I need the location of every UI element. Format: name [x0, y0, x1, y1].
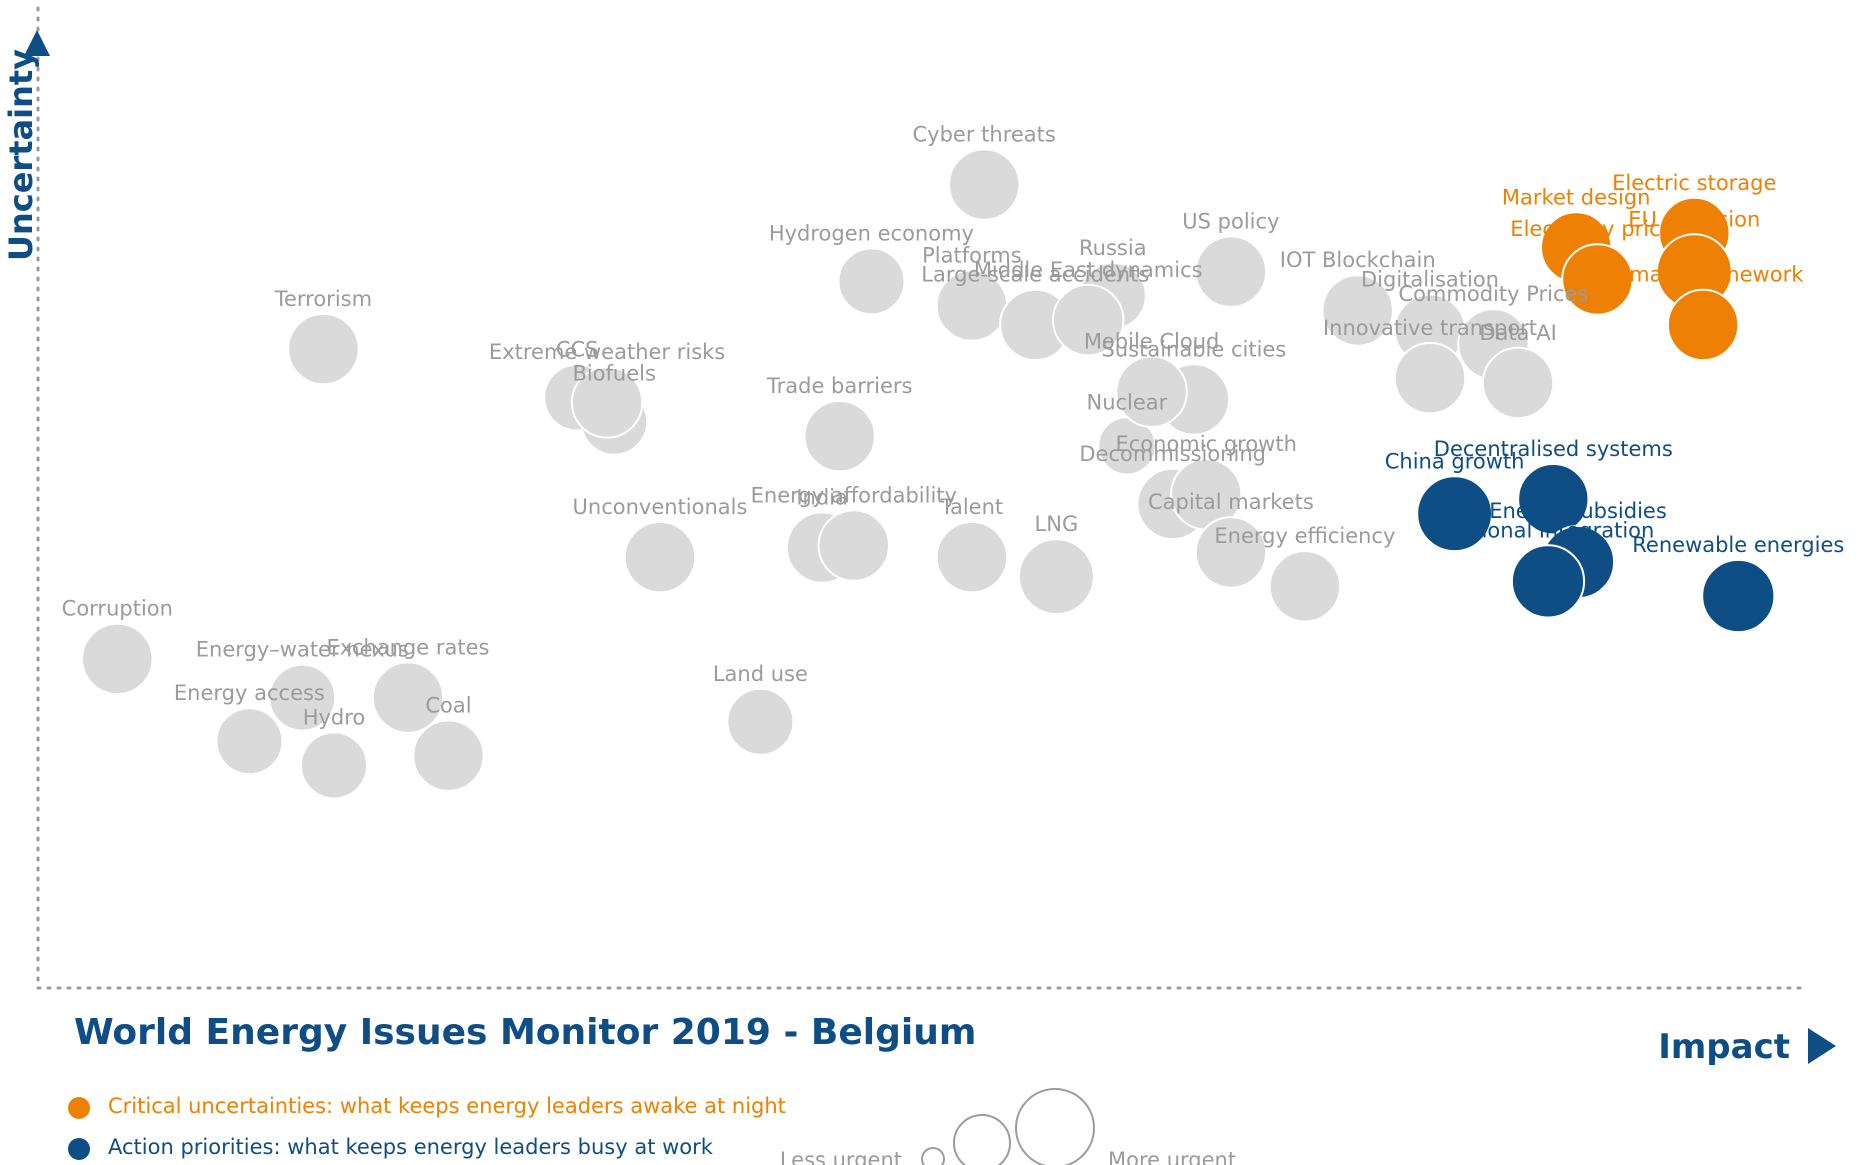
bubble-energy-efficiency: [1268, 550, 1342, 623]
bubble-land-use: [726, 687, 795, 756]
bubble-label-renewable-energies: Renewable energies: [1632, 533, 1844, 557]
bubble-label-decommissioning: Decommissioning: [1079, 442, 1266, 466]
size-legend-large: [1015, 1088, 1095, 1165]
bubble-middle-east-dynamics: [1052, 283, 1125, 357]
bubble-label-innovative-transport: Innovative transport: [1323, 316, 1537, 340]
size-legend-small: [921, 1147, 945, 1165]
bubble-label-platforms: Platforms: [922, 243, 1022, 267]
bubble-label-economic-growth: Economic growth: [1115, 432, 1296, 456]
bubble-label-regional-integration: Regional integration: [1442, 518, 1655, 542]
bubble-lng: [1018, 538, 1095, 615]
bubble-label-exchange-rates: Exchange rates: [327, 635, 490, 659]
bubble-label-electricity-prices: Electricity prices: [1510, 217, 1684, 241]
bubble-label-energy-water-nexus: Energy–water nexus: [196, 638, 409, 662]
y-axis-label: Uncertainty: [2, 49, 40, 261]
bubble-label-russia: Russia: [1079, 236, 1147, 260]
bubble-label-china-growth: China growth: [1385, 449, 1525, 473]
bubble-hydro: [300, 731, 368, 800]
legend-action-label: Action priorities: what keeps energy lea…: [108, 1135, 713, 1159]
x-axis-label: Impact: [1658, 1027, 1790, 1067]
size-legend-more: More urgent: [1108, 1148, 1236, 1165]
bubble-label-mobile-cloud: Mobile Cloud: [1084, 330, 1220, 354]
bubble-label-us-policy: US policy: [1182, 210, 1279, 234]
bubble-data-ai: [1481, 346, 1555, 420]
bubble-renewable-energies: [1701, 558, 1776, 634]
bubble-label-sustainable-cities: Sustainable cities: [1102, 337, 1287, 361]
bubble-label-hydrogen-economy: Hydrogen economy: [769, 221, 974, 245]
bubble-label-iot-blockchain: IOT Blockchain: [1280, 248, 1436, 272]
bubble-label-middle-east-dynamics: Middle East dynamics: [974, 258, 1203, 282]
bubble-exchange-rates: [371, 661, 445, 734]
bubble-label-unconventionals: Unconventionals: [573, 495, 748, 519]
bubble-label-energy-affordability: Energy affordability: [751, 483, 957, 507]
bubble-label-commodity-prices: Commodity Prices: [1398, 282, 1588, 306]
bubble-trade-barriers: [803, 400, 876, 473]
legend-action-dot: [68, 1138, 90, 1160]
bubble-climate-framework: [1666, 288, 1740, 362]
bubble-label-india: India: [796, 485, 848, 509]
bubble-label-eu-cohesion: EU Cohesion: [1628, 207, 1760, 231]
bubble-label-cyber-threats: Cyber threats: [913, 122, 1056, 146]
bubble-label-coal: Coal: [425, 694, 471, 718]
bubble-decentralised-systems: [1517, 463, 1590, 536]
bubble-extreme-weather-risks: [570, 366, 644, 439]
bubble-label-terrorism: Terrorism: [274, 287, 372, 311]
bubble-label-talent: Talent: [940, 495, 1004, 519]
bubble-label-corruption: Corruption: [62, 597, 173, 621]
bubble-coal: [412, 719, 485, 792]
bubble-cyber-threats: [948, 148, 1021, 221]
bubble-capital-markets: [1194, 516, 1268, 589]
bubble-talent: [935, 521, 1009, 594]
bubble-label-hydro: Hydro: [303, 705, 366, 729]
size-legend-medium: [953, 1114, 1011, 1165]
bubble-label-large-scale-accidents: Large-scale accidents: [921, 263, 1149, 287]
bubble-label-trade-barriers: Trade barriers: [766, 374, 913, 398]
x-axis-arrow-icon: [1808, 1028, 1836, 1064]
bubble-label-land-use: Land use: [713, 662, 808, 686]
bubble-label-energy-access: Energy access: [174, 681, 325, 705]
bubble-us-policy: [1194, 235, 1268, 308]
bubble-energy-affordability: [817, 509, 890, 582]
bubble-label-energy-efficiency: Energy efficiency: [1214, 524, 1395, 548]
legend-critical-label: Critical uncertainties: what keeps energ…: [108, 1094, 786, 1118]
legend-critical-dot: [68, 1097, 90, 1119]
chart-title: World Energy Issues Monitor 2019 - Belgi…: [74, 1012, 976, 1053]
bubble-regional-integration: [1510, 544, 1586, 619]
bubble-terrorism: [287, 312, 360, 386]
bubble-label-nuclear: Nuclear: [1086, 390, 1167, 414]
size-legend-less: Less urgent: [780, 1148, 902, 1165]
bubble-iot-blockchain: [1321, 274, 1394, 347]
bubble-label-market-design: Market design: [1502, 185, 1651, 209]
bubble-label-climate-framework: Climate framework: [1603, 263, 1804, 287]
bubble-label-data-ai: Data AI: [1479, 321, 1556, 345]
bubble-label-extreme-weather-risks: Extreme weather risks: [489, 340, 725, 364]
bubble-innovative-transport: [1393, 342, 1467, 415]
bubble-hydrogen-economy: [837, 247, 906, 316]
bubble-label-decentralised-systems: Decentralised systems: [1434, 437, 1673, 461]
bubble-energy-water-nexus: [268, 663, 337, 732]
y-axis-arrow-icon: [24, 30, 50, 56]
label-layer: Corruption Energy access Energy–water nexu…: [62, 122, 1845, 729]
bubble-label-capital-markets: Capital markets: [1148, 490, 1314, 514]
bubble-corruption: [81, 622, 154, 696]
bubble-unconventionals: [623, 521, 697, 594]
bubble-layer: [81, 148, 1776, 800]
bubble-label-ccs: CCS: [556, 338, 599, 362]
bubble-label-biofuels: Biofuels: [572, 362, 656, 386]
bubble-label-lng: LNG: [1035, 512, 1079, 536]
bubble-label-digitalisation: Digitalisation: [1361, 268, 1499, 292]
bubble-electricity-prices: [1561, 243, 1634, 316]
bubble-label-electric-storage: Electric storage: [1612, 171, 1776, 195]
bubble-label-energy-subsidies: Energy subsidies: [1489, 499, 1667, 523]
bubble-mobile-cloud: [1115, 355, 1188, 428]
bubble-energy-access: [215, 707, 284, 776]
bubble-china-growth: [1416, 475, 1493, 553]
